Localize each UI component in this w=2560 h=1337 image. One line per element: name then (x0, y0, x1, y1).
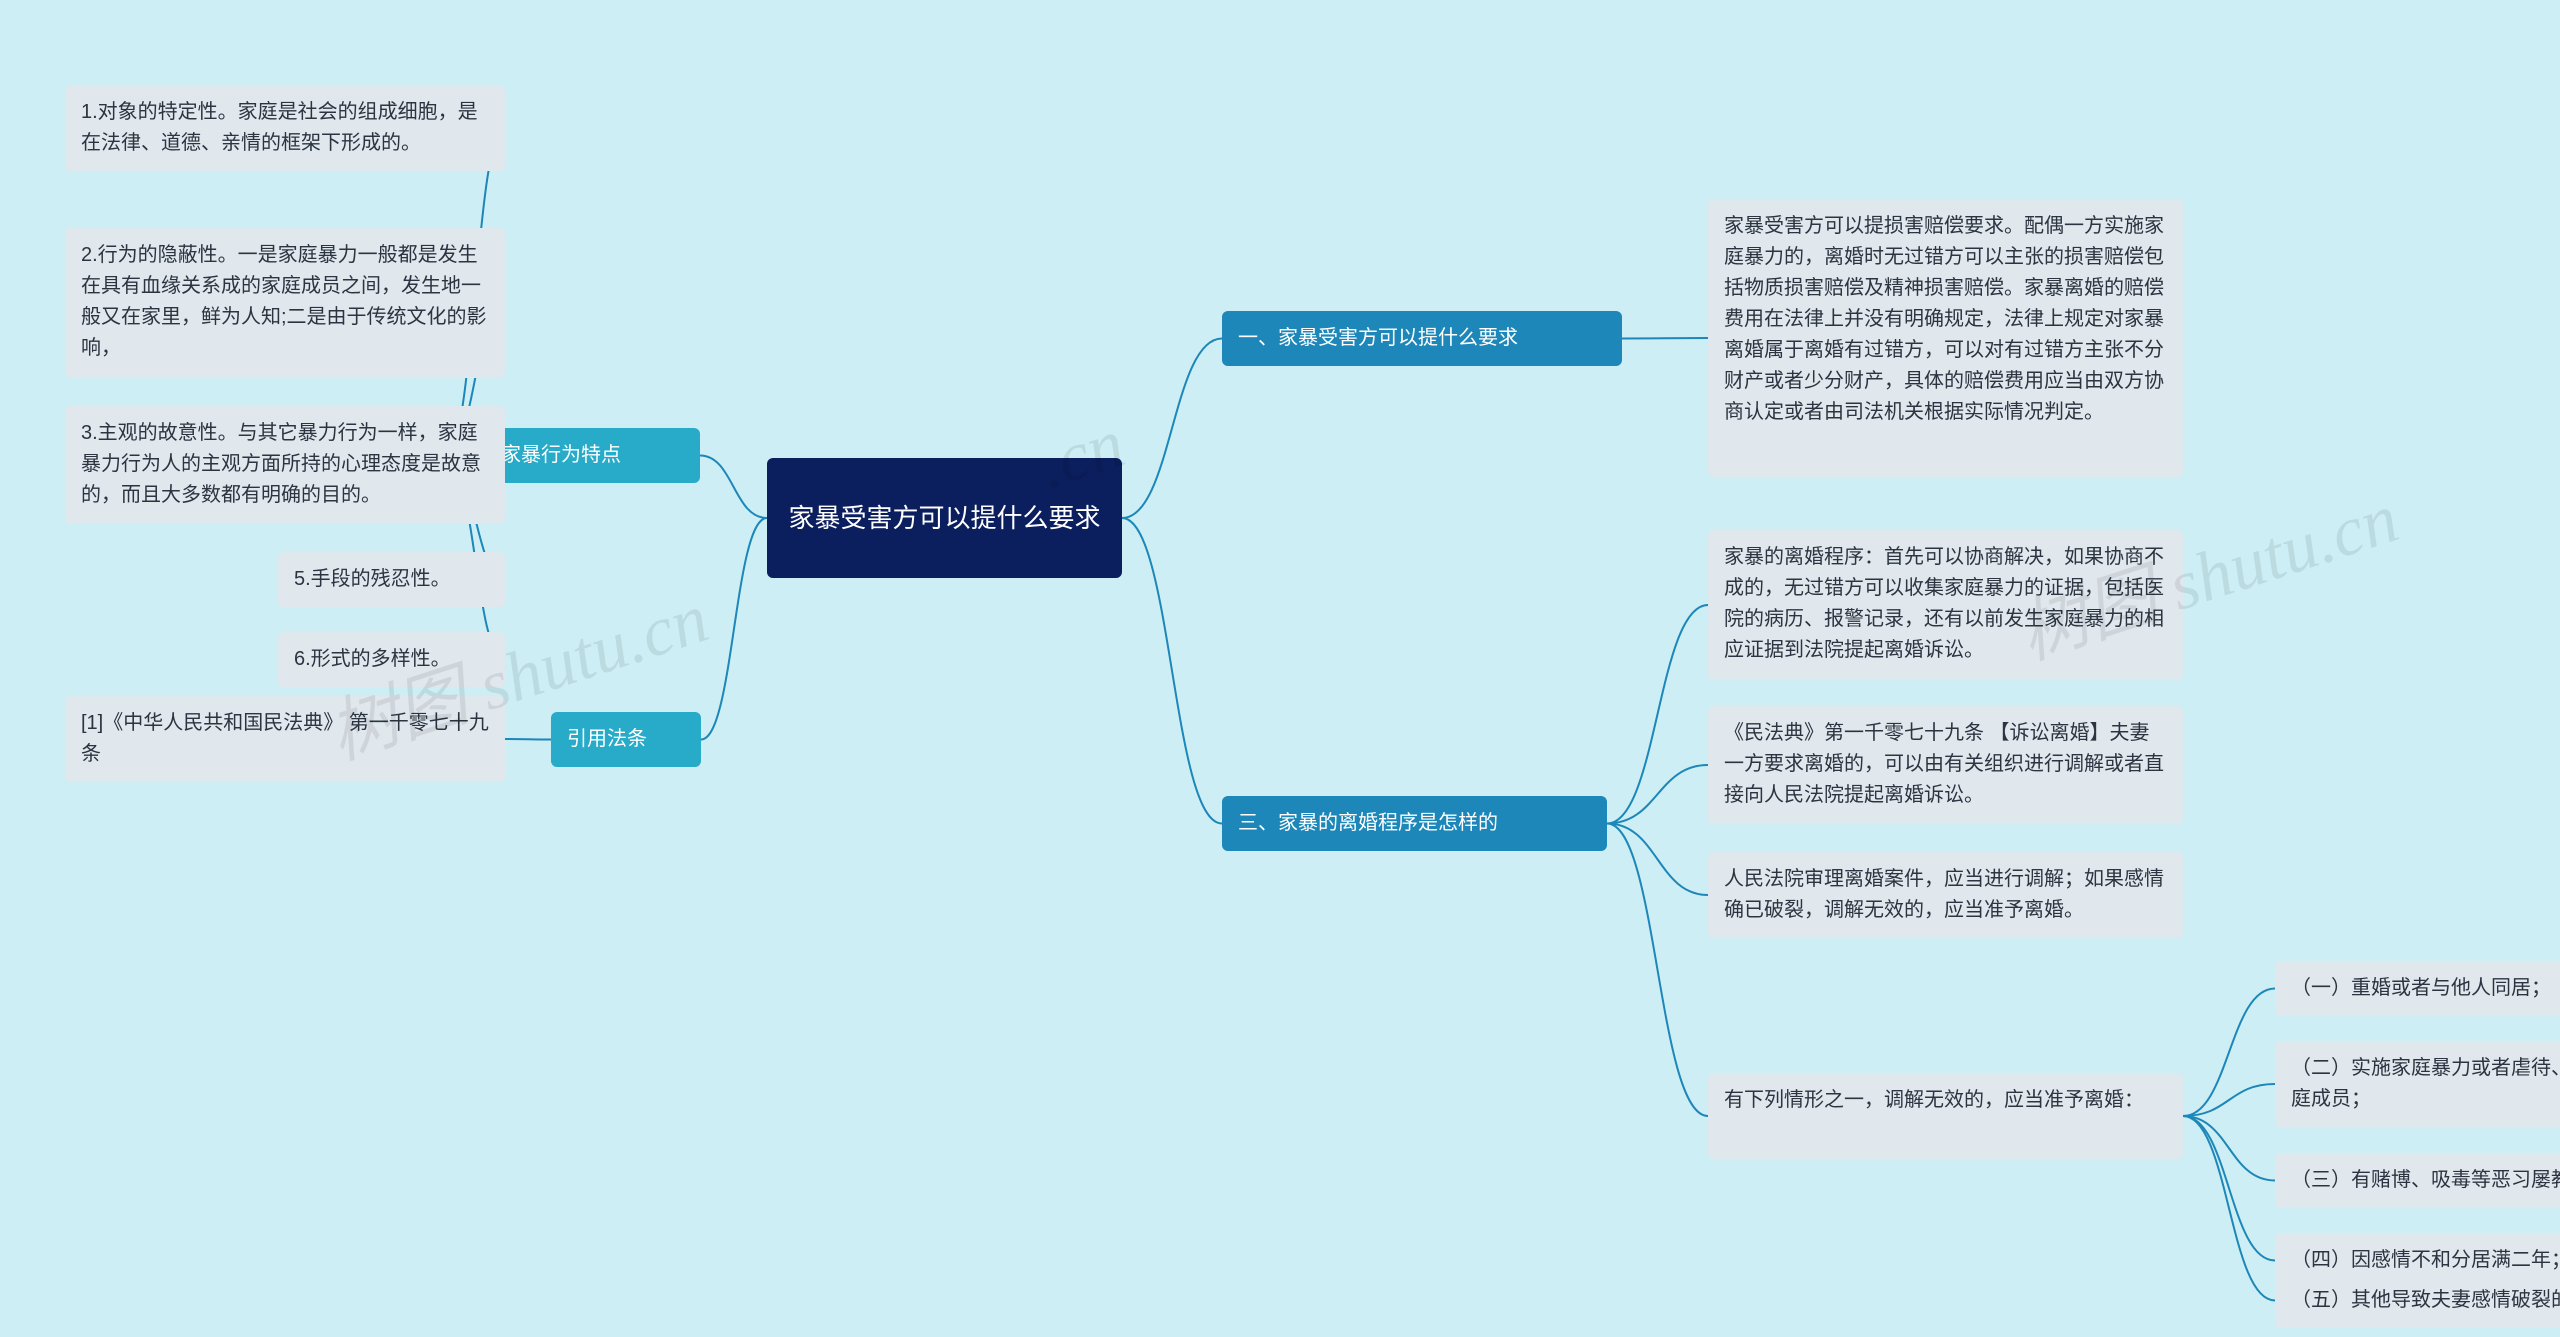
mindmap-canvas: 家暴受害方可以提什么要求 一、家暴受害方可以提什么要求 家暴受害方可以提损害赔偿要求… (0, 0, 2560, 1337)
mindmap-node[interactable]: （五）其他导致夫妻感情破裂的情形。 (2275, 1273, 2560, 1328)
connector (1607, 824, 1708, 1117)
mindmap-node[interactable]: （二）实施家庭暴力或者虐待、遗弃家庭成员； (2275, 1041, 2560, 1127)
connector (2183, 989, 2275, 1117)
mindmap-node[interactable]: 引用法条 (551, 712, 701, 767)
connector (701, 518, 767, 740)
node-text: 家暴受害方可以提损害赔偿要求。配偶一方实施家庭暴力的，离婚时无过错方可以主张的损… (1724, 215, 2164, 423)
mindmap-node[interactable]: 1.对象的特定性。家庭是社会的组成细胞，是在法律、道德、亲情的框架下形成的。 (65, 85, 505, 171)
node-text: （二）实施家庭暴力或者虐待、遗弃家庭成员； (2291, 1057, 2560, 1110)
connector (2183, 1116, 2275, 1261)
mindmap-node[interactable]: 一、家暴受害方可以提什么要求 (1222, 311, 1622, 366)
node-text: （五）其他导致夫妻感情破裂的情形。 (2291, 1289, 2560, 1311)
connector (1607, 824, 1708, 896)
node-text: 家暴受害方可以提什么要求 (788, 498, 1100, 538)
connector (1622, 338, 1708, 339)
mindmap-node[interactable]: 2.行为的隐蔽性。一是家庭暴力一般都是发生在具有血缘关系成的家庭成员之间，发生地… (65, 228, 505, 378)
node-text: 2.行为的隐蔽性。一是家庭暴力一般都是发生在具有血缘关系成的家庭成员之间，发生地… (81, 244, 487, 359)
mindmap-node[interactable]: 5.手段的残忍性。 (278, 552, 505, 607)
mindmap-node[interactable]: 人民法院审理离婚案件，应当进行调解；如果感情确已破裂，调解无效的，应当准予离婚。 (1708, 852, 2183, 938)
connector (2183, 1116, 2275, 1181)
mindmap-node[interactable]: 家暴受害方可以提什么要求 (767, 458, 1122, 578)
node-text: 有下列情形之一，调解无效的，应当准予离婚： (1724, 1089, 2144, 1111)
mindmap-node[interactable]: 家暴的离婚程序：首先可以协商解决，如果协商不成的，无过错方可以收集家庭暴力的证据… (1708, 530, 2183, 680)
node-text: 引用法条 (567, 728, 647, 750)
mindmap-node[interactable]: 6.形式的多样性。 (278, 632, 505, 687)
node-text: 三、家暴的离婚程序是怎样的 (1238, 812, 1498, 834)
node-text: [1]《中华人民共和国民法典》 第一千零七十九条 (81, 712, 489, 765)
mindmap-node[interactable]: 三、家暴的离婚程序是怎样的 (1222, 796, 1607, 851)
connector (505, 739, 551, 740)
node-text: 5.手段的残忍性。 (294, 568, 451, 590)
node-text: 人民法院审理离婚案件，应当进行调解；如果感情确已破裂，调解无效的，应当准予离婚。 (1724, 868, 2164, 921)
mindmap-node[interactable]: 有下列情形之一，调解无效的，应当准予离婚： (1708, 1073, 2183, 1159)
node-text: 一、家暴受害方可以提什么要求 (1238, 327, 1518, 349)
mindmap-node[interactable]: 3.主观的故意性。与其它暴力行为一样，家庭暴力行为人的主观方面所持的心理态度是故… (65, 406, 505, 524)
connector (2183, 1084, 2275, 1116)
node-text: 《民法典》第一千零七十九条 【诉讼离婚】夫妻一方要求离婚的，可以由有关组织进行调… (1724, 722, 2164, 806)
node-text: 1.对象的特定性。家庭是社会的组成细胞，是在法律、道德、亲情的框架下形成的。 (81, 101, 478, 154)
node-text: （三）有赌博、吸毒等恶习屡教不改； (2291, 1169, 2560, 1191)
mindmap-node[interactable]: 《民法典》第一千零七十九条 【诉讼离婚】夫妻一方要求离婚的，可以由有关组织进行调… (1708, 706, 2183, 824)
connector (1607, 605, 1708, 824)
connector (1122, 518, 1222, 824)
mindmap-node[interactable]: [1]《中华人民共和国民法典》 第一千零七十九条 (65, 696, 505, 782)
connector (1122, 339, 1222, 519)
node-text: （四）因感情不和分居满二年； (2291, 1249, 2560, 1271)
mindmap-node[interactable]: （三）有赌博、吸毒等恶习屡教不改； (2275, 1153, 2560, 1208)
connector (700, 456, 767, 519)
mindmap-node[interactable]: （一）重婚或者与他人同居； (2275, 961, 2560, 1016)
connector (2183, 1116, 2275, 1301)
node-text: 3.主观的故意性。与其它暴力行为一样，家庭暴力行为人的主观方面所持的心理态度是故… (81, 422, 481, 506)
node-text: 6.形式的多样性。 (294, 648, 451, 670)
connector (1607, 765, 1708, 824)
node-text: 家暴的离婚程序：首先可以协商解决，如果协商不成的，无过错方可以收集家庭暴力的证据… (1724, 546, 2164, 661)
node-text: （一）重婚或者与他人同居； (2291, 977, 2551, 999)
mindmap-node[interactable]: 家暴受害方可以提损害赔偿要求。配偶一方实施家庭暴力的，离婚时无过错方可以主张的损… (1708, 199, 2183, 477)
